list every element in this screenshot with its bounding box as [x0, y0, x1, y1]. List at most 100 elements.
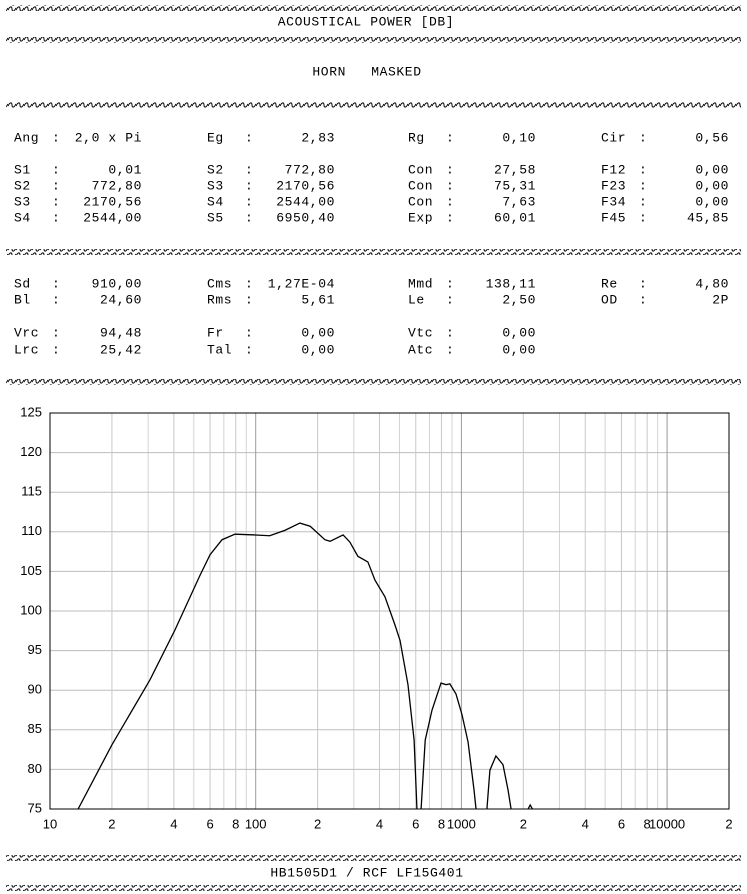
param-separator: : — [639, 178, 647, 193]
param-label: S4 — [207, 194, 224, 209]
param-separator: : — [639, 130, 647, 145]
y-tick-label: 95 — [28, 642, 42, 657]
tilde-rule — [6, 885, 741, 891]
param-value: 75,31 — [494, 178, 536, 193]
param-value: 0,00 — [502, 325, 536, 340]
y-tick-label: 115 — [21, 484, 42, 499]
param-value: 1,27E-04 — [268, 276, 335, 291]
param-label: Atc — [408, 342, 433, 357]
param-value: 2544,00 — [276, 194, 335, 209]
param-value: 2,83 — [301, 130, 335, 145]
param-label: Eg — [207, 130, 224, 145]
x-tick-label: 4 — [582, 816, 589, 831]
x-tick-label: 8 — [438, 816, 445, 831]
x-tick-label: 10 — [43, 816, 57, 831]
param-separator: : — [446, 342, 454, 357]
x-tick-label: 6 — [618, 816, 625, 831]
footer: HB1505D1 / RCF LF15G401 — [270, 865, 463, 880]
param-value: 25,42 — [100, 342, 142, 357]
param-separator: : — [446, 325, 454, 340]
x-tick-label: 100 — [245, 816, 267, 831]
param-value: 2,50 — [502, 292, 536, 307]
param-value: 0,00 — [695, 162, 729, 177]
param-value: 0,00 — [695, 194, 729, 209]
x-tick-label: 2 — [520, 816, 527, 831]
param-label: Vrc — [14, 325, 39, 340]
param-value: 772,80 — [285, 162, 335, 177]
param-separator: : — [245, 325, 253, 340]
param-separator: : — [245, 276, 253, 291]
param-separator: : — [52, 342, 60, 357]
param-value: 0,10 — [502, 130, 536, 145]
y-tick-label: 100 — [20, 602, 42, 617]
param-value: 0,56 — [695, 130, 729, 145]
param-separator: : — [446, 276, 454, 291]
response-curve — [77, 522, 533, 809]
param-value: 24,60 — [100, 292, 142, 307]
tilde-rule — [6, 379, 741, 385]
param-label: Bl — [14, 292, 31, 307]
param-label: Vtc — [408, 325, 433, 340]
param-separator: : — [245, 210, 253, 225]
x-tick-label: 2 — [314, 816, 321, 831]
param-separator: : — [52, 325, 60, 340]
param-value: 6950,40 — [276, 210, 335, 225]
param-separator: : — [446, 130, 454, 145]
param-label: S2 — [14, 178, 31, 193]
x-tick-label: 8 — [232, 816, 239, 831]
param-value: 772,80 — [92, 178, 142, 193]
param-label: Rg — [408, 130, 425, 145]
param-separator: : — [245, 162, 253, 177]
x-tick-label: 2 — [108, 816, 115, 831]
param-value: 5,61 — [301, 292, 335, 307]
y-tick-label: 120 — [20, 444, 42, 459]
param-separator: : — [639, 292, 647, 307]
param-label: Lrc — [14, 342, 39, 357]
tilde-rule — [6, 5, 741, 11]
param-label: S3 — [14, 194, 31, 209]
x-tick-label: 6 — [206, 816, 213, 831]
param-separator: : — [639, 276, 647, 291]
param-separator: : — [245, 342, 253, 357]
param-separator: : — [52, 178, 60, 193]
param-label: Rms — [207, 292, 232, 307]
param-separator: : — [52, 130, 60, 145]
param-separator: : — [245, 178, 253, 193]
param-label: Con — [408, 162, 433, 177]
y-tick-label: 125 — [20, 404, 42, 419]
x-tick-label: 6 — [412, 816, 419, 831]
y-tick-label: 110 — [21, 523, 42, 538]
param-value: 2170,56 — [276, 178, 335, 193]
tilde-rule — [6, 249, 741, 255]
param-label: Sd — [14, 276, 31, 291]
param-separator: : — [52, 194, 60, 209]
param-value: 0,00 — [502, 342, 536, 357]
chart: 75 80 85 90 95 100 105 110 115 120 125 10 2 4 6 8 100 2 4 6… — [20, 404, 732, 831]
param-separator: : — [639, 210, 647, 225]
param-label: F23 — [601, 178, 626, 193]
param-label: S1 — [14, 162, 31, 177]
param-value: 27,58 — [494, 162, 536, 177]
param-label: OD — [601, 292, 618, 307]
param-separator: : — [639, 194, 647, 209]
param-label: F12 — [601, 162, 626, 177]
param-separator: : — [446, 210, 454, 225]
param-label: Tal — [207, 342, 232, 357]
param-value: 910,00 — [92, 276, 142, 291]
param-separator: : — [446, 292, 454, 307]
tilde-rule — [6, 37, 741, 43]
plot-frame — [49, 412, 730, 810]
param-value: 94,48 — [100, 325, 142, 340]
param-label: Exp — [408, 210, 433, 225]
param-label: S5 — [207, 210, 224, 225]
tilde-rule — [6, 102, 741, 108]
x-tick-label: 10000 — [649, 816, 685, 831]
subtitle: HORN MASKED — [312, 64, 421, 79]
param-separator: : — [245, 194, 253, 209]
tilde-rule — [6, 855, 741, 861]
param-value: 0,00 — [301, 325, 335, 340]
param-value: 60,01 — [494, 210, 536, 225]
param-label: Mmd — [408, 276, 433, 291]
param-value: 138,11 — [486, 276, 536, 291]
x-tick-label: 1000 — [447, 816, 476, 831]
